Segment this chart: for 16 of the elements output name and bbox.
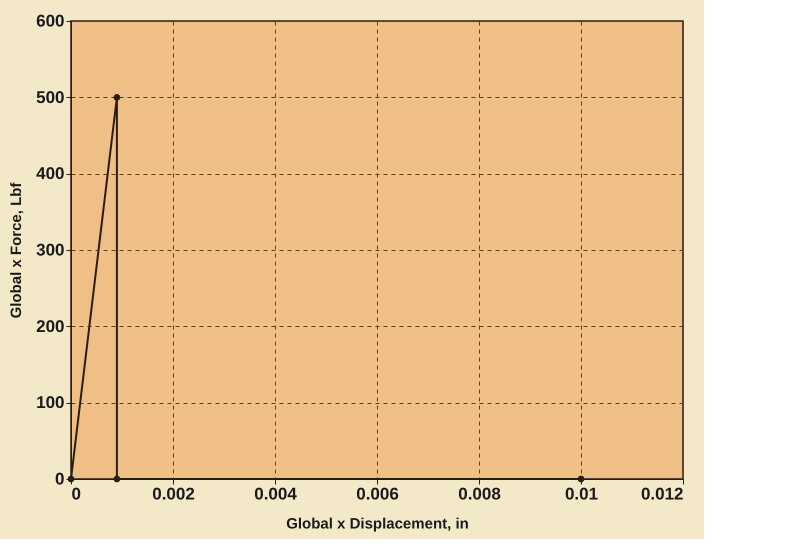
x-tick-label: 0.01 (564, 484, 598, 504)
x-tick-label: 0.012 (640, 484, 684, 504)
y-tick-label: 200 (36, 316, 64, 336)
x-tick-label: 0.008 (458, 484, 501, 504)
y-axis-title: Global x Force, Lbf (8, 182, 26, 318)
y-tick-label: 0 (55, 470, 64, 488)
y-tick-label: 300 (36, 240, 64, 260)
y-tick-label: 400 (36, 164, 64, 184)
x-tick-label: 0.004 (254, 484, 298, 504)
y-tick-label: 500 (36, 88, 64, 107)
y-tick-label: 100 (36, 393, 64, 412)
x-axis-title: Global x Displacement, in (286, 516, 469, 532)
x-tick-label: 0 (72, 484, 81, 504)
y-tick-label: 600 (36, 12, 64, 30)
x-tick-label: 0.006 (356, 484, 399, 504)
x-tick-label: 0.002 (152, 484, 195, 504)
